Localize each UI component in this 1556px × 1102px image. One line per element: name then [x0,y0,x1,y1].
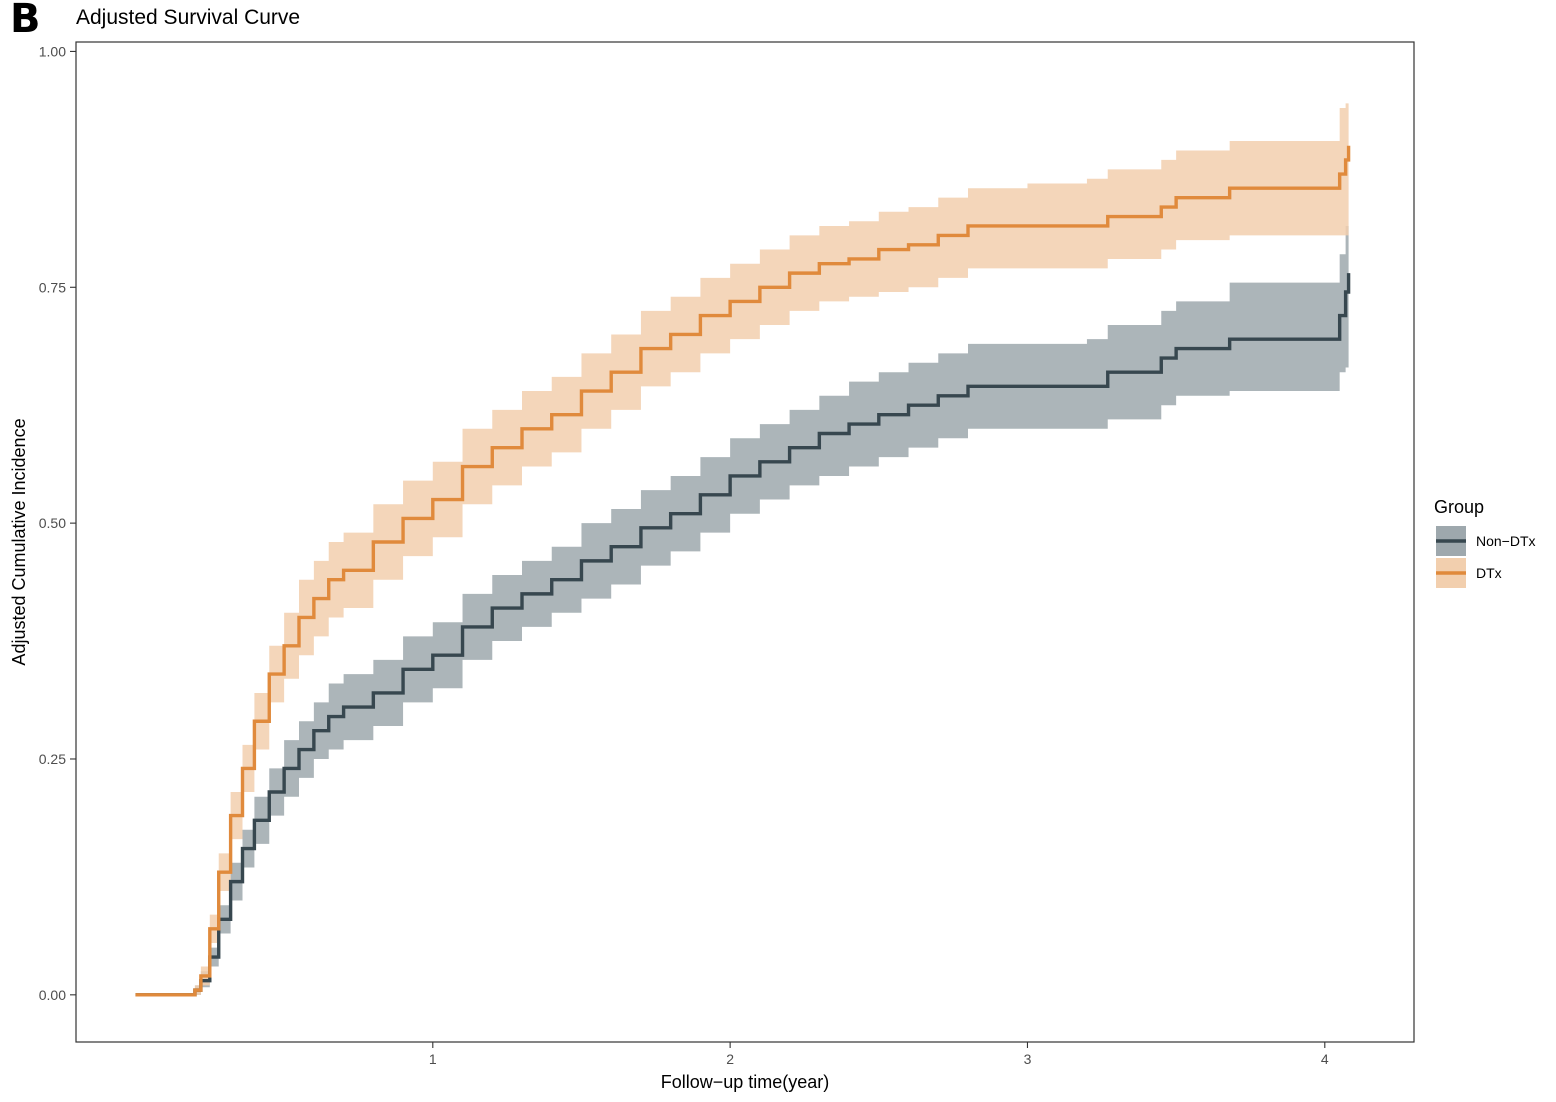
legend-label: DTx [1476,565,1502,581]
x-axis: 1 2 3 4 [429,1042,1329,1067]
series-line-1 [135,145,1351,997]
x-tick-label: 2 [726,1051,734,1067]
legend: Group Non−DTx DTx [1434,497,1536,588]
x-tick-label: 1 [429,1051,437,1067]
y-tick-label: 0.75 [39,279,66,295]
y-axis: 0.00 0.25 0.50 0.75 1.00 [39,43,76,1003]
y-tick-label: 0.50 [39,515,66,531]
panel-letter: B [10,0,41,42]
chart-title: Adjusted Survival Curve [76,6,301,29]
x-tick-label: 3 [1024,1051,1032,1067]
legend-title: Group [1434,497,1484,517]
y-axis-title: Adjusted Cumulative Incidence [9,418,29,665]
y-tick-label: 0.25 [39,751,66,767]
series-line-0 [135,273,1351,997]
legend-label: Non−DTx [1476,533,1536,549]
series-lines [135,145,1351,997]
y-tick-label: 1.00 [39,43,66,59]
x-axis-title: Follow−up time(year) [661,1072,830,1092]
ci-band-0 [135,225,1349,995]
y-tick-label: 0.00 [39,987,66,1003]
x-tick-label: 4 [1321,1051,1329,1067]
ci-band-1 [135,103,1349,995]
plot-frame [75,41,1415,1043]
confidence-bands [135,103,1349,995]
